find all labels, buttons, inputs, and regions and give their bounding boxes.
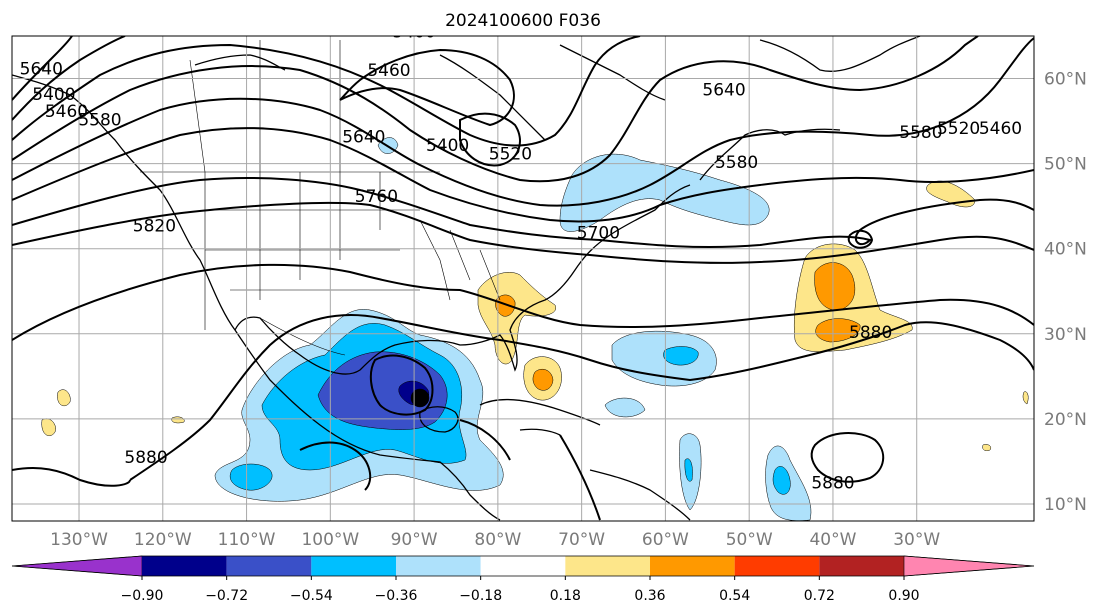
longitude-label: 30°W bbox=[893, 530, 940, 550]
contour-label: 5580 bbox=[715, 153, 758, 173]
colorbar-tick-label: −0.18 bbox=[459, 588, 502, 604]
contour-label: 5520 bbox=[937, 119, 980, 139]
latitude-labels: 10°N 20°N 30°N 40°N 50°N 60°N bbox=[1044, 70, 1087, 515]
contour-label: 5580 bbox=[78, 110, 121, 130]
longitude-label: 70°W bbox=[558, 530, 605, 550]
colorbar-tick-label: 0.36 bbox=[634, 588, 665, 604]
colorbar-segment bbox=[565, 556, 650, 576]
contour-label: 5400 bbox=[32, 85, 75, 105]
latitude-label: 60°N bbox=[1044, 70, 1087, 90]
latitude-label: 30°N bbox=[1044, 325, 1087, 345]
longitude-label: 130°W bbox=[50, 530, 108, 550]
contour-label: 5640 bbox=[702, 81, 745, 101]
colorbar-segment bbox=[819, 556, 904, 576]
colorbar-extend-low bbox=[11, 555, 143, 577]
contour-label: 5460 bbox=[45, 102, 88, 122]
height-contours bbox=[12, 36, 1034, 521]
longitude-label: 60°W bbox=[642, 530, 689, 550]
contour-label: 5640 bbox=[20, 59, 63, 79]
longitude-label: 80°W bbox=[474, 530, 521, 550]
colorbar-tick-label: 0.72 bbox=[804, 588, 835, 604]
longitude-label: 110°W bbox=[218, 530, 276, 550]
colorbar-segment bbox=[142, 556, 227, 576]
contour-label: 5880 bbox=[849, 323, 892, 343]
colorbar-tick-label: −0.54 bbox=[290, 588, 333, 604]
contour-label: 5760 bbox=[355, 187, 398, 207]
longitude-label: 100°W bbox=[301, 530, 359, 550]
colorbar-segment bbox=[480, 556, 566, 576]
contour-label: 5460 bbox=[367, 61, 410, 81]
colorbar-segment bbox=[311, 556, 396, 576]
colorbar-labels: −0.90 −0.72 −0.54 −0.36 −0.18 0.18 0.36 0.54 0.7… bbox=[121, 576, 920, 604]
colorbar bbox=[11, 555, 1035, 577]
colorbar-tick-label: −0.72 bbox=[205, 588, 248, 604]
latitude-label: 10°N bbox=[1044, 495, 1087, 515]
contour-label: 5880 bbox=[811, 474, 854, 494]
contour-label: 5700 bbox=[577, 224, 620, 244]
longitude-labels: 130°W 120°W 110°W 100°W 90°W 80°W 70°W 60°W 50°W… bbox=[50, 530, 940, 550]
colorbar-tick-label: −0.36 bbox=[375, 588, 418, 604]
colorbar-segment bbox=[734, 556, 820, 576]
contour-label: 5820 bbox=[133, 217, 176, 237]
colorbar-tick-label: 0.18 bbox=[550, 588, 581, 604]
contour-label: 5400 bbox=[426, 136, 469, 156]
colorbar-extend-high bbox=[903, 555, 1035, 577]
colorbar-tick-label: 0.54 bbox=[719, 588, 750, 604]
political-borders bbox=[140, 40, 501, 356]
contour-label: 5400 bbox=[392, 23, 435, 43]
longitude-label: 50°W bbox=[726, 530, 773, 550]
colorbar-tick-label: −0.90 bbox=[121, 588, 164, 604]
map-grid bbox=[12, 36, 1034, 521]
colorbar-tick-label: 0.90 bbox=[888, 588, 919, 604]
colorbar-segment bbox=[396, 556, 481, 576]
colorbar-segment bbox=[650, 556, 735, 576]
longitude-label: 90°W bbox=[391, 530, 438, 550]
coastlines bbox=[12, 36, 921, 521]
latitude-label: 50°N bbox=[1044, 155, 1087, 175]
longitude-label: 40°W bbox=[809, 530, 856, 550]
contour-label: 5640 bbox=[342, 127, 385, 147]
map-frame bbox=[11, 35, 1035, 522]
contour-label: 5460 bbox=[979, 119, 1022, 139]
contour-label: 5520 bbox=[489, 144, 532, 164]
map-title: 2024100600 F036 bbox=[445, 11, 601, 31]
contour-label: 5580 bbox=[899, 123, 942, 143]
longitude-label: 120°W bbox=[134, 530, 192, 550]
latitude-label: 40°N bbox=[1044, 240, 1087, 260]
contour-label: 5880 bbox=[124, 448, 167, 468]
colorbar-segment bbox=[226, 556, 312, 576]
latitude-label: 20°N bbox=[1044, 410, 1087, 430]
